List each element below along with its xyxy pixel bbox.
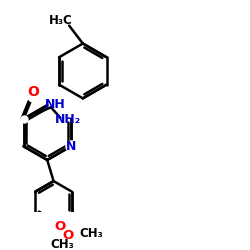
Text: CH₃: CH₃: [50, 238, 74, 250]
Text: O: O: [54, 220, 66, 233]
Text: NH: NH: [45, 98, 66, 111]
Text: CH₃: CH₃: [79, 227, 103, 240]
Text: NH₂: NH₂: [55, 113, 82, 126]
Text: H₃C: H₃C: [49, 14, 73, 27]
Text: O: O: [27, 84, 39, 98]
Text: O: O: [62, 229, 74, 242]
Text: N: N: [66, 140, 76, 153]
